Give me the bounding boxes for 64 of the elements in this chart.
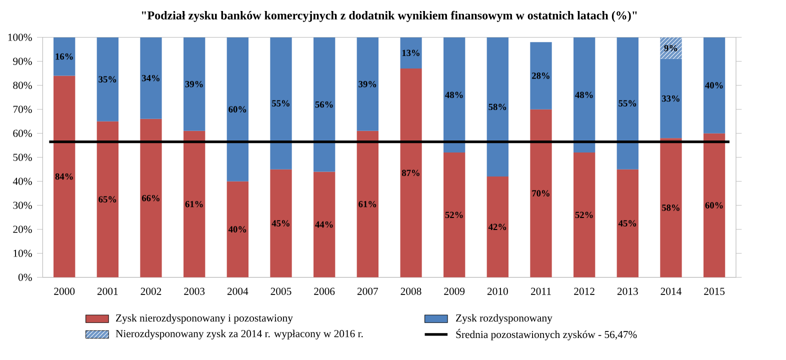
data-label: 65%	[98, 196, 116, 202]
data-label: 42%	[488, 224, 506, 230]
x-tick-label: 2006	[314, 288, 335, 295]
x-tick-label: 2004	[227, 288, 248, 295]
x-tick-label: 2014	[660, 288, 682, 295]
data-label: 87%	[402, 170, 420, 176]
data-label: 66%	[142, 194, 160, 202]
data-label: 16%	[56, 53, 73, 60]
y-tick-label: 50%	[13, 154, 32, 161]
data-label: 48%	[445, 92, 463, 98]
data-label: 39%	[185, 80, 203, 88]
data-label: 58%	[488, 104, 506, 110]
data-label: 40%	[228, 226, 246, 232]
y-tick-label: 100%	[8, 34, 32, 41]
data-label: 52%	[445, 212, 463, 218]
data-label: 52%	[575, 212, 593, 218]
data-label: 45%	[272, 220, 290, 226]
data-label: 55%	[618, 100, 636, 106]
y-tick-label: 30%	[13, 202, 32, 209]
data-label: 61%	[185, 200, 203, 208]
x-tick-label: 2000	[54, 288, 75, 295]
y-tick-label: 40%	[12, 178, 32, 185]
data-label: 34%	[142, 74, 160, 82]
data-label: 56%	[315, 101, 333, 108]
x-tick-label: 2015	[704, 288, 725, 295]
data-label: 60%	[705, 202, 723, 208]
legend-label: Zysk rozdysponowany	[456, 314, 552, 324]
data-label: 58%	[662, 204, 680, 211]
data-label: 84%	[55, 173, 73, 180]
y-tick-label: 90%	[13, 58, 32, 65]
x-tick-label: 2013	[617, 288, 638, 295]
x-tick-label: 2008	[400, 288, 422, 295]
data-label: 40%	[705, 82, 723, 88]
x-tick-label: 2009	[444, 288, 465, 295]
data-label: 60%	[228, 106, 246, 112]
chart-title: "Podział zysku banków komercyjnych z dodatnik wynikiem finansowym w ostatnich latach (%)"	[142, 10, 637, 22]
x-tick-label: 2007	[357, 288, 378, 295]
x-tick-label: 2002	[140, 288, 162, 295]
data-label: 55%	[272, 100, 290, 106]
data-label: 44%	[315, 221, 333, 228]
x-tick-label: 2010	[487, 288, 508, 295]
data-label: 35%	[98, 76, 116, 82]
data-label: 45%	[618, 220, 636, 226]
data-label: 33%	[662, 95, 680, 102]
x-tick-label: 2012	[574, 288, 594, 295]
data-label: 61%	[358, 200, 376, 208]
data-label: 39%	[358, 80, 376, 88]
y-tick-label: 70%	[13, 106, 32, 113]
x-tick-label: 2001	[97, 288, 118, 295]
legend-label: Średnia pozostawionych zysków - 56,47%	[456, 328, 637, 340]
legend-label: Zysk nierozdysponowany i pozostawiony	[116, 314, 293, 324]
y-tick-label: 10%	[14, 250, 32, 257]
legend-label: Nierozdysponowany zysk za 2014 r. wypłacony w 2016 r.	[116, 330, 363, 340]
y-tick-label: 0%	[18, 274, 32, 281]
y-tick-label: 20%	[13, 226, 32, 233]
x-tick-label: 2011	[530, 288, 551, 295]
y-tick-label: 80%	[13, 82, 32, 89]
data-label: 70%	[532, 190, 550, 196]
data-label: 13%	[402, 50, 420, 56]
data-label: 28%	[532, 72, 550, 79]
y-tick-label: 60%	[13, 130, 32, 137]
x-tick-label: 2005	[270, 288, 292, 295]
data-label: 48%	[575, 92, 593, 98]
x-tick-label: 2003	[184, 288, 205, 295]
